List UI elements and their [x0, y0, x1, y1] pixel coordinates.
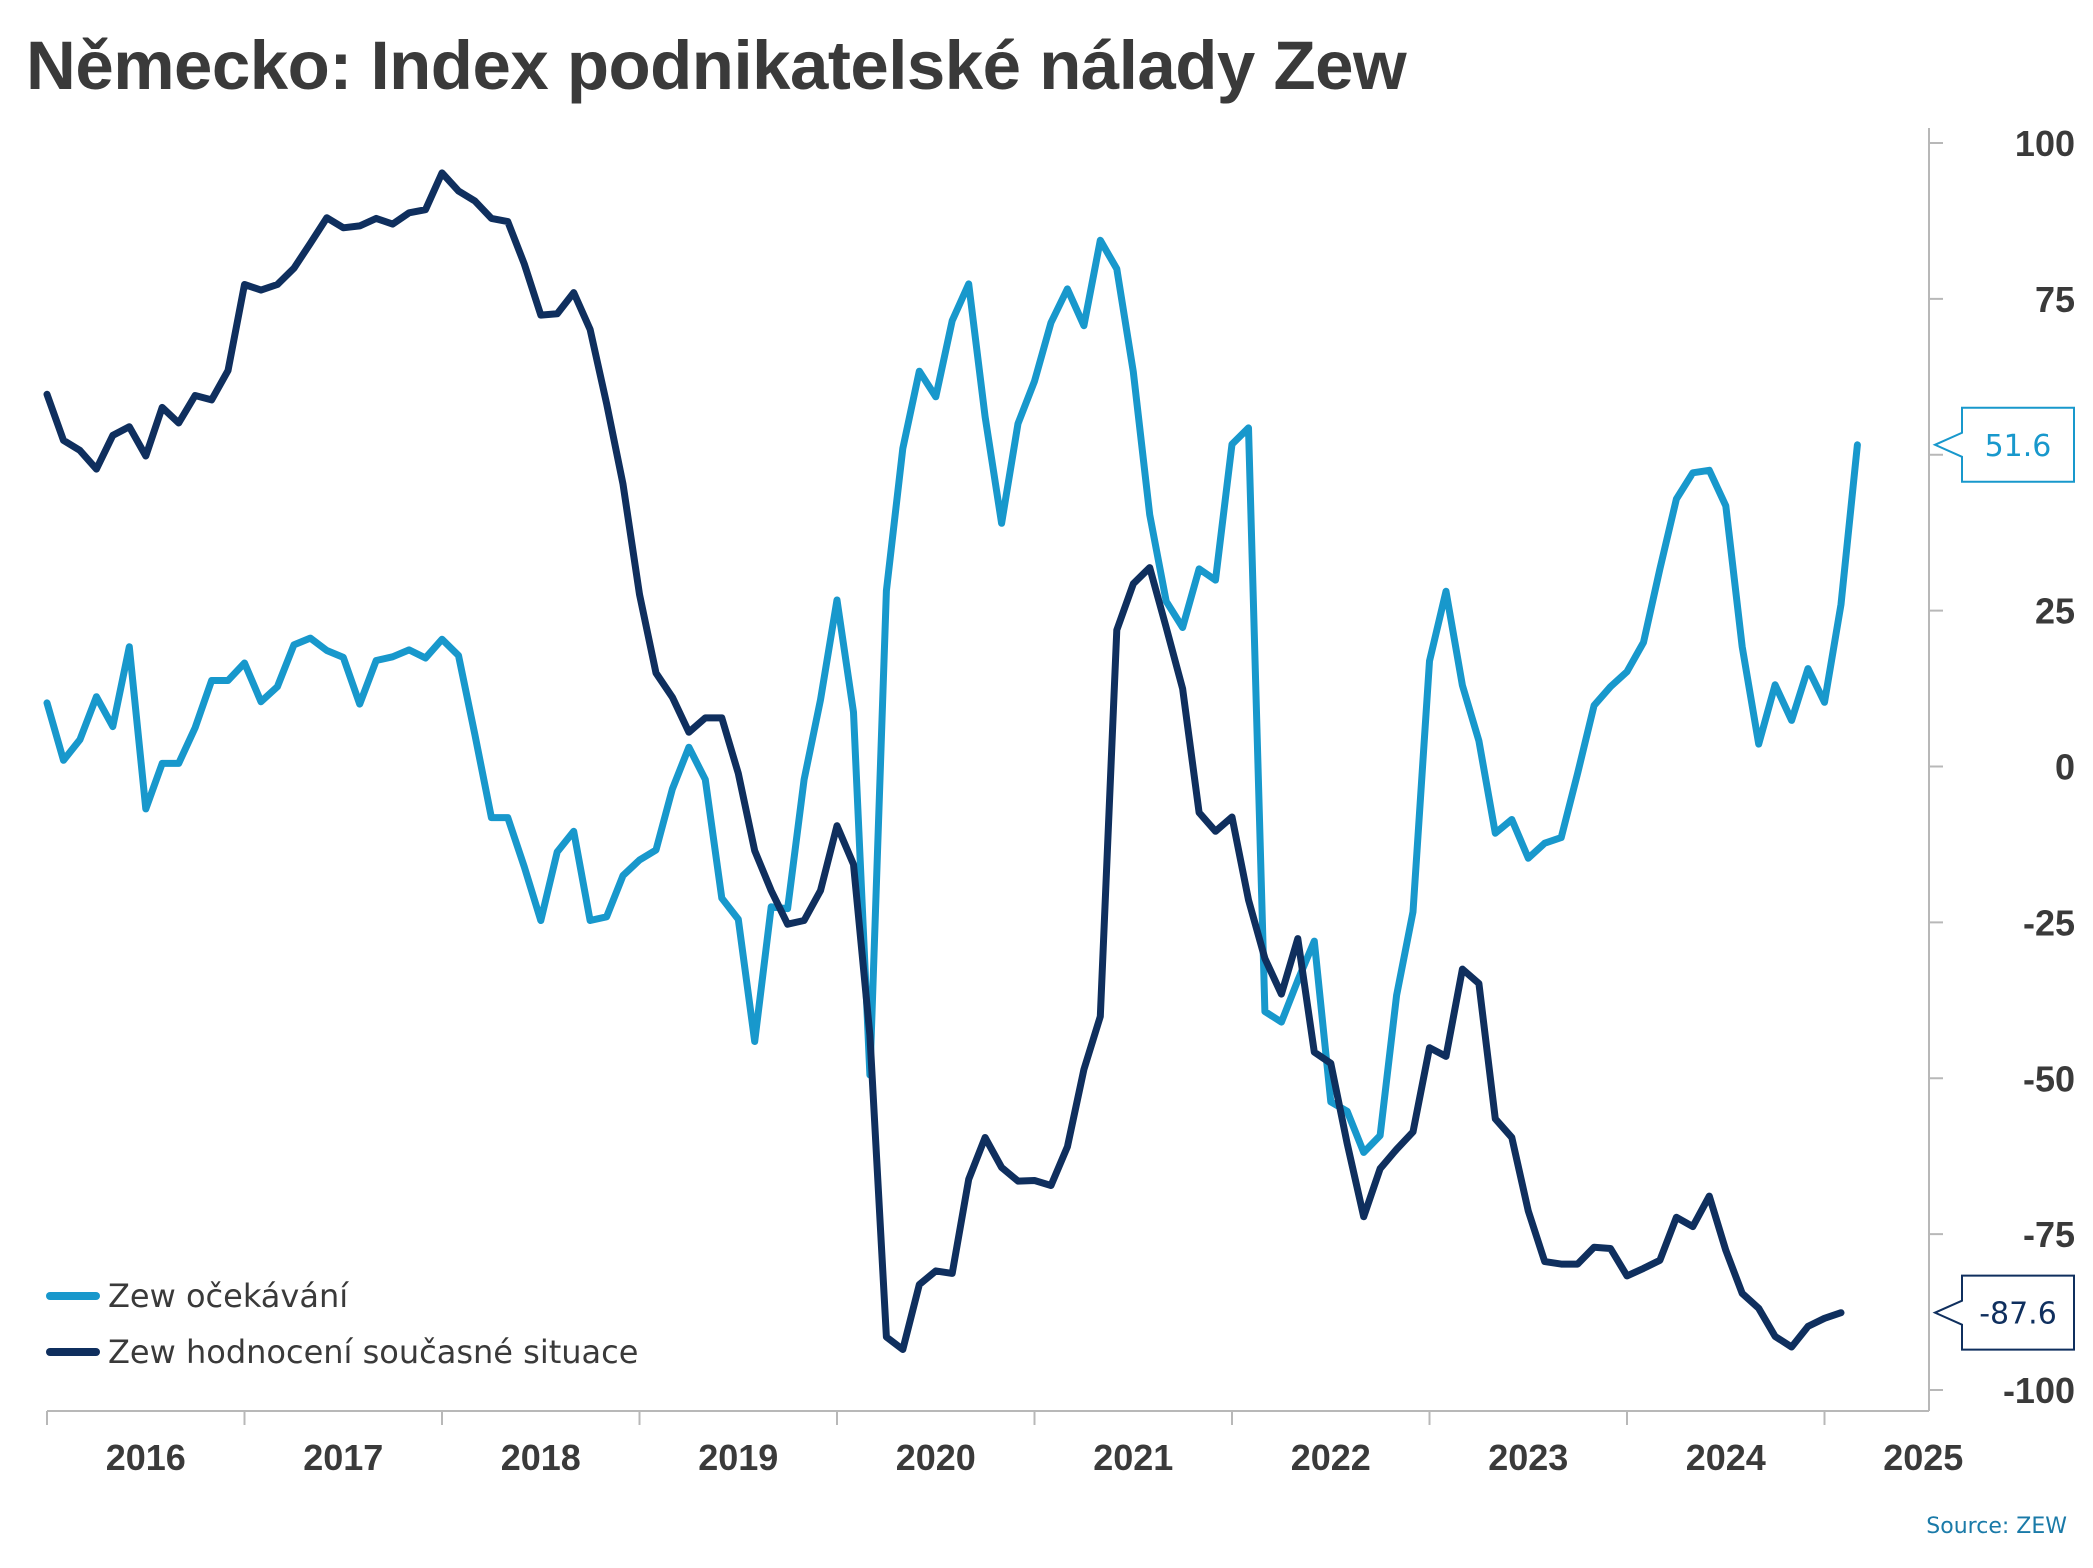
- legend: Zew očekávání Zew hodnocení současné situ…: [46, 1277, 638, 1371]
- source-note: Source: ZEW: [1926, 1514, 2067, 1539]
- series-lines: [43, 169, 1861, 1353]
- y-tick-label: -25: [2023, 902, 2075, 943]
- value-callouts: 51.6 -87.6: [1932, 406, 2075, 1351]
- y-tick-label: -75: [2023, 1214, 2075, 1255]
- legend-label: Zew hodnocení současné situace: [108, 1333, 638, 1371]
- axes: 100 75 25 0 -25 -50 -75 -100 2016 2017 2018 2019 202…: [46, 123, 2075, 1478]
- y-tick-label: 100: [2015, 123, 2075, 164]
- x-tick-label: 2016: [106, 1437, 186, 1478]
- x-tick-label: 2025: [1883, 1437, 1963, 1478]
- callout-label: -87.6: [1979, 1297, 2057, 1332]
- callout-box: [1932, 406, 2075, 483]
- series-line-expectations: [43, 236, 1861, 1156]
- y-tick-label: 0: [2055, 747, 2075, 788]
- x-tick-label: 2018: [501, 1437, 581, 1478]
- x-tick-label: 2017: [303, 1437, 383, 1478]
- y-tick-label: -100: [2003, 1370, 2075, 1411]
- x-tick-label: 2023: [1488, 1437, 1568, 1478]
- series-line-current: [43, 169, 1845, 1353]
- chart-title: Německo: Index podnikatelské nálady Zew: [26, 27, 1407, 104]
- x-tick-label: 2021: [1093, 1437, 1173, 1478]
- x-tick-label: 2019: [698, 1437, 778, 1478]
- legend-label: Zew očekávání: [108, 1277, 349, 1315]
- x-tick-label: 2020: [896, 1437, 976, 1478]
- callout-box: [1932, 1274, 2075, 1351]
- y-tick-label: 25: [2035, 591, 2075, 632]
- callout-label: 51.6: [1985, 429, 2052, 464]
- x-tick-label: 2022: [1291, 1437, 1371, 1478]
- y-tick-label: 75: [2035, 279, 2075, 320]
- x-tick-label: 2024: [1686, 1437, 1766, 1478]
- y-tick-label: -50: [2023, 1058, 2075, 1099]
